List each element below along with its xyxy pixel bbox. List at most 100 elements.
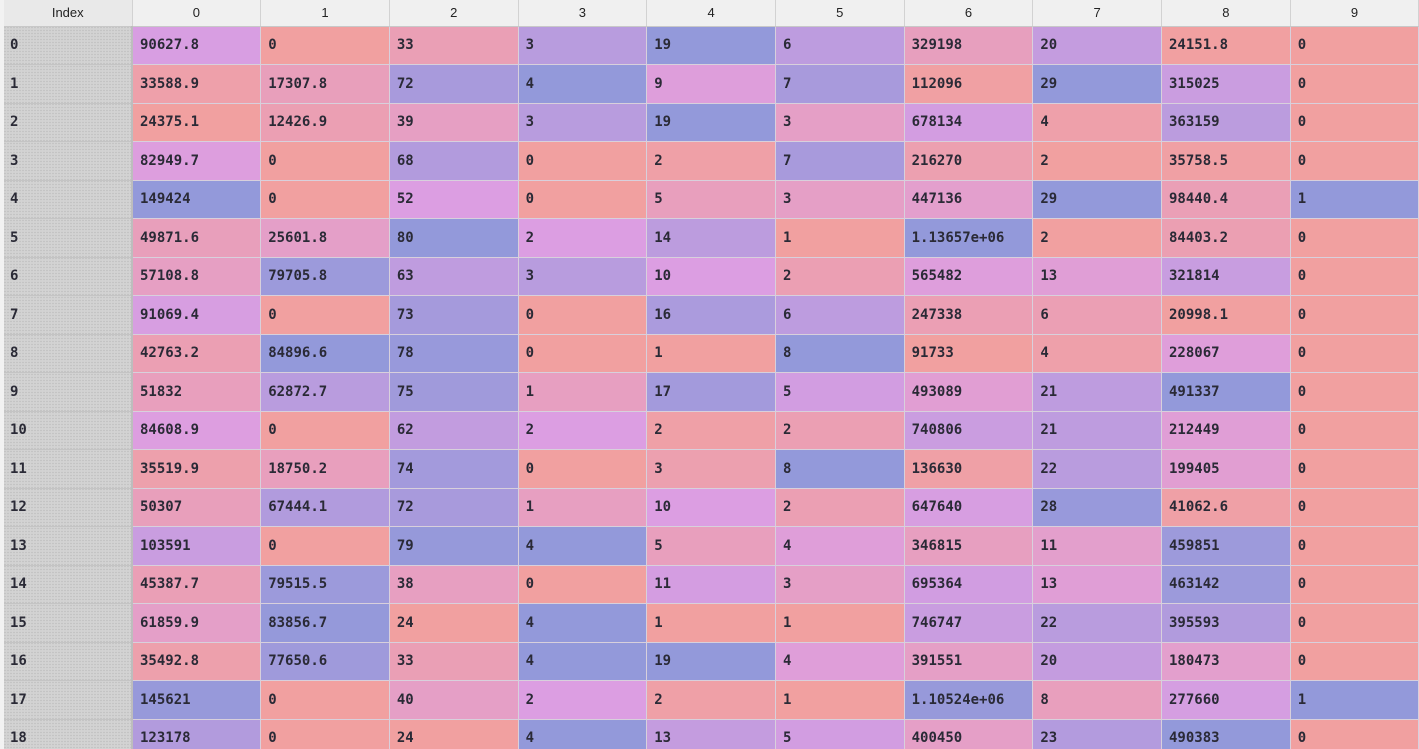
table-cell[interactable]: 346815 (904, 526, 1034, 566)
table-cell[interactable]: 647640 (904, 488, 1034, 527)
table-cell[interactable]: 14 (646, 218, 776, 258)
table-cell[interactable]: 62 (389, 411, 519, 450)
table-cell[interactable]: 0 (1290, 103, 1419, 142)
table-cell[interactable]: 13 (646, 719, 776, 749)
table-cell[interactable]: 695364 (904, 565, 1034, 604)
table-cell[interactable]: 80 (389, 218, 519, 258)
table-cell[interactable]: 1.13657e+06 (904, 218, 1034, 258)
table-cell[interactable]: 33 (389, 642, 519, 681)
table-cell[interactable]: 136630 (904, 449, 1034, 489)
column-header[interactable]: 0 (132, 0, 262, 27)
table-cell[interactable]: 75 (389, 372, 519, 412)
table-cell[interactable]: 62872.7 (260, 372, 390, 412)
table-cell[interactable]: 19 (646, 26, 776, 65)
table-cell[interactable]: 0 (518, 180, 648, 219)
table-cell[interactable]: 63 (389, 257, 519, 296)
table-cell[interactable]: 1 (646, 603, 776, 643)
table-cell[interactable]: 20 (1032, 26, 1162, 65)
row-index-cell[interactable]: 2 (4, 103, 133, 142)
table-cell[interactable]: 112096 (904, 64, 1034, 104)
table-cell[interactable]: 247338 (904, 295, 1034, 335)
table-cell[interactable]: 0 (260, 719, 390, 749)
row-index-cell[interactable]: 9 (4, 372, 133, 412)
table-cell[interactable]: 216270 (904, 141, 1034, 181)
column-header[interactable]: 3 (518, 0, 648, 27)
table-cell[interactable]: 35492.8 (132, 642, 262, 681)
table-cell[interactable]: 4 (775, 526, 905, 566)
table-cell[interactable]: 19 (646, 103, 776, 142)
table-cell[interactable]: 22 (1032, 603, 1162, 643)
table-cell[interactable]: 20998.1 (1161, 295, 1291, 335)
row-index-cell[interactable]: 8 (4, 334, 133, 373)
table-cell[interactable]: 6 (775, 295, 905, 335)
table-cell[interactable]: 1 (518, 372, 648, 412)
table-cell[interactable]: 7 (775, 64, 905, 104)
table-cell[interactable]: 78 (389, 334, 519, 373)
table-cell[interactable]: 2 (775, 411, 905, 450)
table-cell[interactable]: 3 (775, 565, 905, 604)
table-cell[interactable]: 98440.4 (1161, 180, 1291, 219)
table-cell[interactable]: 0 (260, 141, 390, 181)
table-cell[interactable]: 0 (1290, 334, 1419, 373)
table-cell[interactable]: 5 (775, 719, 905, 749)
table-cell[interactable]: 6 (775, 26, 905, 65)
table-cell[interactable]: 2 (775, 488, 905, 527)
column-header[interactable]: 4 (646, 0, 776, 27)
table-cell[interactable]: 746747 (904, 603, 1034, 643)
column-header[interactable]: 2 (389, 0, 519, 27)
table-cell[interactable]: 447136 (904, 180, 1034, 219)
table-cell[interactable]: 123178 (132, 719, 262, 749)
table-cell[interactable]: 0 (1290, 141, 1419, 181)
table-cell[interactable]: 23 (1032, 719, 1162, 749)
table-cell[interactable]: 1 (646, 334, 776, 373)
table-cell[interactable]: 21 (1032, 372, 1162, 412)
table-cell[interactable]: 0 (1290, 257, 1419, 296)
table-cell[interactable]: 0 (1290, 411, 1419, 450)
table-cell[interactable]: 84403.2 (1161, 218, 1291, 258)
table-cell[interactable]: 1 (775, 603, 905, 643)
table-cell[interactable]: 228067 (1161, 334, 1291, 373)
table-cell[interactable]: 363159 (1161, 103, 1291, 142)
table-cell[interactable]: 0 (260, 295, 390, 335)
table-cell[interactable]: 2 (518, 411, 648, 450)
table-cell[interactable]: 315025 (1161, 64, 1291, 104)
table-cell[interactable]: 1 (775, 218, 905, 258)
table-cell[interactable]: 0 (1290, 26, 1419, 65)
table-cell[interactable]: 73 (389, 295, 519, 335)
table-cell[interactable]: 2 (646, 680, 776, 720)
table-cell[interactable]: 277660 (1161, 680, 1291, 720)
table-cell[interactable]: 7 (775, 141, 905, 181)
table-cell[interactable]: 740806 (904, 411, 1034, 450)
table-cell[interactable]: 10 (646, 488, 776, 527)
table-cell[interactable]: 40 (389, 680, 519, 720)
table-cell[interactable]: 391551 (904, 642, 1034, 681)
table-cell[interactable]: 1 (775, 680, 905, 720)
table-cell[interactable]: 21 (1032, 411, 1162, 450)
table-cell[interactable]: 3 (518, 26, 648, 65)
table-cell[interactable]: 24 (389, 603, 519, 643)
table-cell[interactable]: 8 (775, 449, 905, 489)
table-cell[interactable]: 91069.4 (132, 295, 262, 335)
column-header[interactable]: 6 (904, 0, 1034, 27)
table-cell[interactable]: 24375.1 (132, 103, 262, 142)
table-cell[interactable]: 0 (1290, 642, 1419, 681)
table-cell[interactable]: 0 (1290, 64, 1419, 104)
row-index-cell[interactable]: 10 (4, 411, 133, 450)
table-cell[interactable]: 39 (389, 103, 519, 142)
row-index-cell[interactable]: 15 (4, 603, 133, 643)
table-cell[interactable]: 2 (518, 680, 648, 720)
table-cell[interactable]: 35519.9 (132, 449, 262, 489)
table-cell[interactable]: 0 (518, 141, 648, 181)
table-cell[interactable]: 491337 (1161, 372, 1291, 412)
table-cell[interactable]: 5 (646, 180, 776, 219)
table-cell[interactable]: 41062.6 (1161, 488, 1291, 527)
column-header[interactable]: 1 (260, 0, 390, 27)
row-index-cell[interactable]: 7 (4, 295, 133, 335)
table-cell[interactable]: 0 (1290, 603, 1419, 643)
table-cell[interactable]: 67444.1 (260, 488, 390, 527)
row-index-cell[interactable]: 16 (4, 642, 133, 681)
column-header[interactable]: 8 (1161, 0, 1291, 27)
table-cell[interactable]: 2 (518, 218, 648, 258)
table-cell[interactable]: 9 (646, 64, 776, 104)
row-index-cell[interactable]: 4 (4, 180, 133, 219)
